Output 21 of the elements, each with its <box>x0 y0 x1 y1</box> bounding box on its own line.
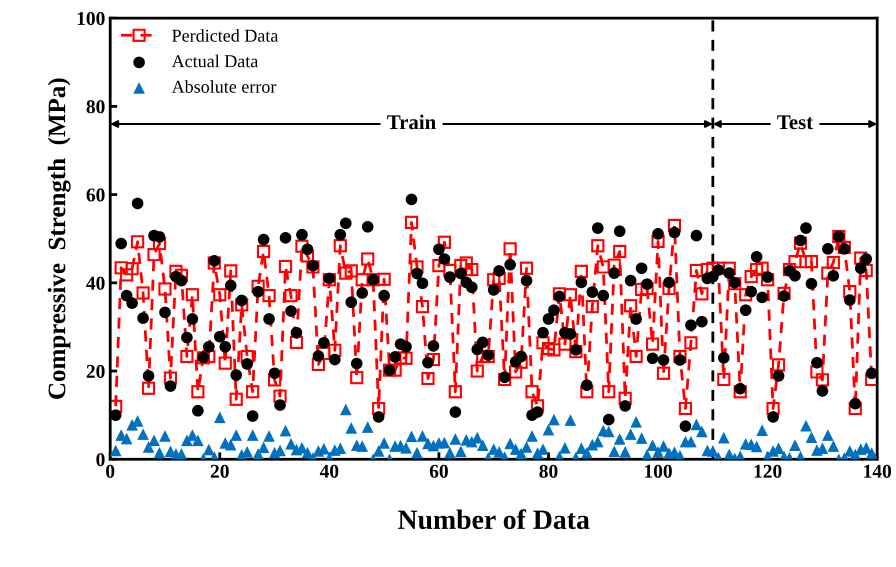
annotation: Train <box>387 114 436 130</box>
y-tick-label: 80 <box>86 100 105 114</box>
legend-label: Perdicted Data <box>172 29 278 42</box>
y-tick-label: 0 <box>96 453 105 466</box>
x-tick-label: 60 <box>430 464 448 478</box>
x-tick-label: 80 <box>539 464 558 478</box>
x-tick-label: 140 <box>864 464 892 478</box>
y-tick-label: 60 <box>86 188 105 202</box>
x-axis-title: Number of Data <box>398 509 590 530</box>
y-tick-label: 40 <box>86 276 105 290</box>
y-tick-label: 20 <box>86 364 105 378</box>
x-tick-label: 40 <box>320 464 338 478</box>
x-tick-label: 20 <box>210 464 229 478</box>
x-tick-label: 100 <box>645 464 672 478</box>
y-tick-label: 100 <box>78 12 105 26</box>
x-tick-label: 120 <box>754 464 782 478</box>
legend-label: Absolute error <box>172 80 276 93</box>
x-tick-label: 0 <box>106 464 114 478</box>
legend-label: Actual Data <box>172 54 258 68</box>
y-axis-title: Compressive Strength (MPa) <box>48 78 71 399</box>
annotation: Test <box>777 115 814 130</box>
